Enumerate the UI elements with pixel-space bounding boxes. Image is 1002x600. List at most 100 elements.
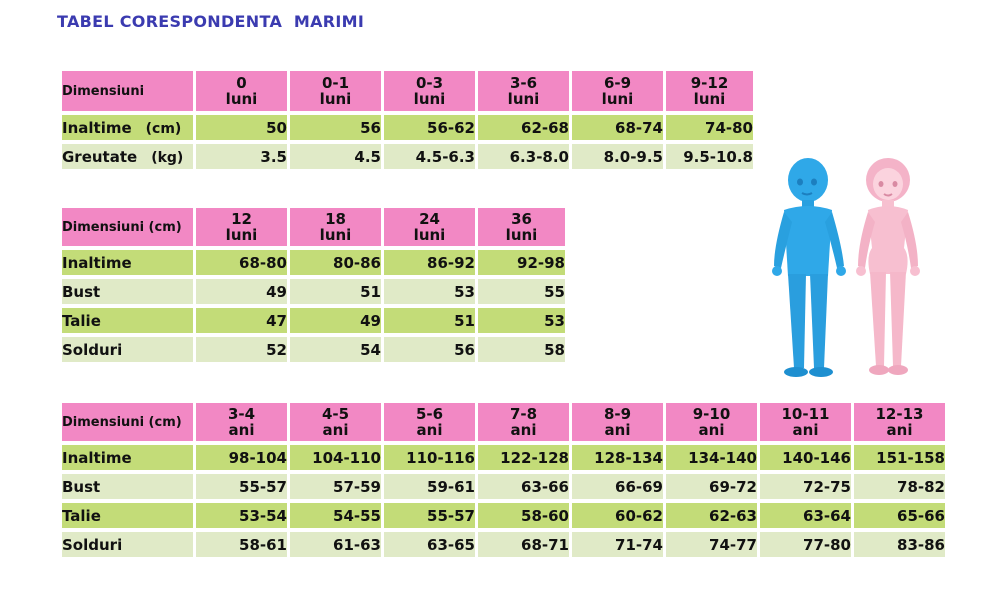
column-header-unit: luni — [693, 90, 726, 108]
column-header-unit: ani — [510, 421, 537, 439]
column-header: 7-8 ani — [478, 403, 569, 441]
row-unit: (kg) — [151, 149, 184, 166]
column-header-age: 18 — [325, 210, 346, 228]
table-cell: 63-64 — [760, 503, 851, 528]
column-header: 36 luni — [478, 208, 565, 246]
table-cell: 54 — [290, 337, 381, 362]
table-row: Greutate (kg) 3.5 4.5 4.5-6.3 6.3-8.0 8.0… — [62, 144, 753, 169]
table-cell: 74-77 — [666, 532, 757, 557]
column-header-unit: ani — [886, 421, 913, 439]
table-row: Solduri 52 54 56 58 — [62, 337, 565, 362]
table-cell: 52 — [196, 337, 287, 362]
table-cell: 55-57 — [384, 503, 475, 528]
column-header-age: 9-12 — [690, 74, 729, 92]
size-table-infants: Dimensiuni 0 luni 0-1 luni 0-3 luni 3-6 luni… — [59, 67, 756, 173]
size-table-toddlers: Dimensiuni (cm) 12 luni 18 luni 24 luni 36 l… — [59, 204, 568, 366]
column-header: 12-13 ani — [854, 403, 945, 441]
table-row: Talie 53-54 54-55 55-57 58-60 60-62 62-6… — [62, 503, 945, 528]
column-header-age: 9-10 — [692, 405, 731, 423]
column-header: 3-4 ani — [196, 403, 287, 441]
table-cell: 128-134 — [572, 445, 663, 470]
column-header: 12 luni — [196, 208, 287, 246]
column-header-age: 12 — [231, 210, 252, 228]
column-header-age: 10-11 — [781, 405, 830, 423]
column-header-age: 5-6 — [415, 405, 444, 423]
column-header: 9-12 luni — [666, 71, 753, 111]
column-header-age: 7-8 — [509, 405, 538, 423]
table-cell: 6.3-8.0 — [478, 144, 569, 169]
table-cell: 68-71 — [478, 532, 569, 557]
column-header-unit: ani — [416, 421, 443, 439]
table-row: Talie 47 49 51 53 — [62, 308, 565, 333]
table-cell: 65-66 — [854, 503, 945, 528]
table-cell: 62-68 — [478, 115, 569, 140]
column-header-age: 3-4 — [227, 405, 256, 423]
table-corner-label: Dimensiuni — [62, 71, 193, 111]
table-cell: 56 — [290, 115, 381, 140]
row-label: Solduri — [62, 532, 193, 557]
table-cell: 49 — [290, 308, 381, 333]
table-cell: 51 — [384, 308, 475, 333]
table-cell: 51 — [290, 279, 381, 304]
table-cell: 53 — [478, 308, 565, 333]
boy-figure-icon — [772, 158, 846, 377]
table-header-row: Dimensiuni (cm) 3-4 ani 4-5 ani 5-6 ani 7-8… — [62, 403, 945, 441]
table-cell: 68-80 — [196, 250, 287, 275]
row-label-text: Inaltime — [62, 118, 132, 137]
table-cell: 122-128 — [478, 445, 569, 470]
table-cell: 69-72 — [666, 474, 757, 499]
table-row: Inaltime 68-80 80-86 86-92 92-98 — [62, 250, 565, 275]
table-cell: 104-110 — [290, 445, 381, 470]
table-corner-label: Dimensiuni (cm) — [62, 208, 193, 246]
column-header-unit: luni — [319, 226, 352, 244]
table-cell: 4.5-6.3 — [384, 144, 475, 169]
column-header: 0-1 luni — [290, 71, 381, 111]
column-header-age: 0-1 — [321, 74, 350, 92]
table-cell: 98-104 — [196, 445, 287, 470]
table-cell: 3.5 — [196, 144, 287, 169]
table-cell: 134-140 — [666, 445, 757, 470]
table-cell: 55 — [478, 279, 565, 304]
row-label-text: Greutate — [62, 147, 138, 166]
column-header: 0-3 luni — [384, 71, 475, 111]
table-cell: 58 — [478, 337, 565, 362]
column-header-age: 8-9 — [603, 405, 632, 423]
table-cell: 77-80 — [760, 532, 851, 557]
row-unit: (cm) — [145, 120, 182, 137]
table-cell: 110-116 — [384, 445, 475, 470]
column-header-unit: luni — [507, 90, 540, 108]
row-label: Talie — [62, 503, 193, 528]
table-cell: 53 — [384, 279, 475, 304]
table-row: Solduri 58-61 61-63 63-65 68-71 71-74 74… — [62, 532, 945, 557]
row-label: Solduri — [62, 337, 193, 362]
column-header: 9-10 ani — [666, 403, 757, 441]
size-table-children: Dimensiuni (cm) 3-4 ani 4-5 ani 5-6 ani 7-8… — [59, 399, 948, 561]
column-header-unit: luni — [601, 90, 634, 108]
table-cell: 50 — [196, 115, 287, 140]
column-header-age: 0 — [236, 74, 247, 92]
column-header-unit: ani — [698, 421, 725, 439]
column-header-unit: luni — [413, 90, 446, 108]
column-header: 5-6 ani — [384, 403, 475, 441]
column-header-unit: luni — [505, 226, 538, 244]
table-cell: 68-74 — [572, 115, 663, 140]
table-cell: 92-98 — [478, 250, 565, 275]
row-label: Inaltime (cm) — [62, 115, 193, 140]
table-cell: 9.5-10.8 — [666, 144, 753, 169]
table-row: Bust 55-57 57-59 59-61 63-66 66-69 69-72… — [62, 474, 945, 499]
column-header: 18 luni — [290, 208, 381, 246]
table-cell: 47 — [196, 308, 287, 333]
column-header-unit: ani — [604, 421, 631, 439]
table-header-row: Dimensiuni 0 luni 0-1 luni 0-3 luni 3-6 luni… — [62, 71, 753, 111]
column-header: 4-5 ani — [290, 403, 381, 441]
table-cell: 58-60 — [478, 503, 569, 528]
table-cell: 61-63 — [290, 532, 381, 557]
table-cell: 56-62 — [384, 115, 475, 140]
table-corner-label: Dimensiuni (cm) — [62, 403, 193, 441]
column-header-age: 0-3 — [415, 74, 444, 92]
column-header-unit: luni — [319, 90, 352, 108]
column-header-unit: ani — [792, 421, 819, 439]
table-row: Inaltime (cm) 50 56 56-62 62-68 68-74 74-… — [62, 115, 753, 140]
table-cell: 58-61 — [196, 532, 287, 557]
column-header: 6-9 luni — [572, 71, 663, 111]
